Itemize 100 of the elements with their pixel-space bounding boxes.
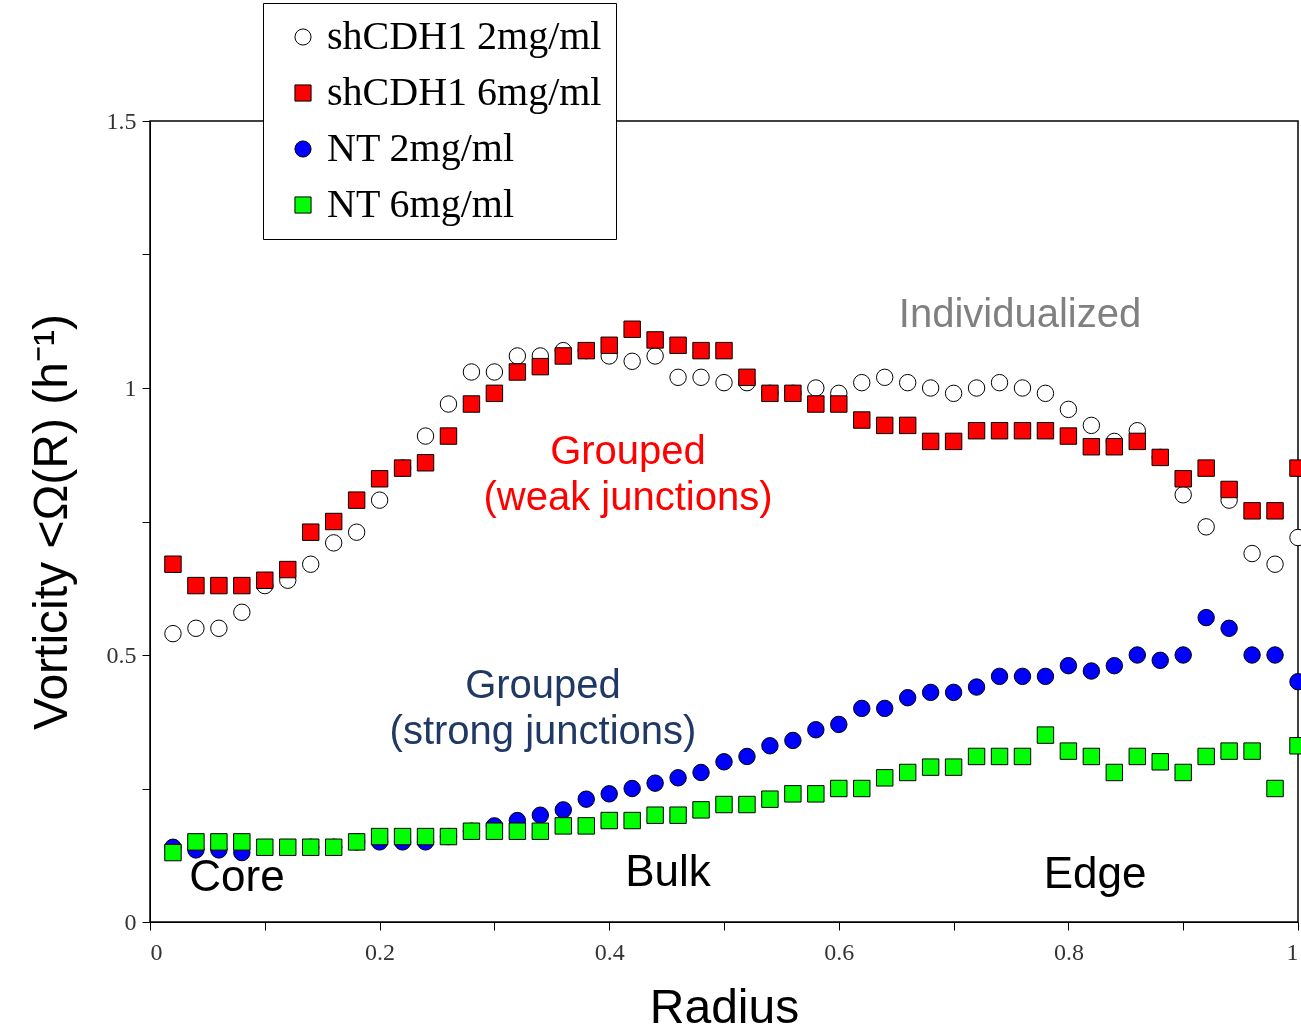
legend-label: NT 6mg/ml bbox=[327, 181, 515, 226]
point bbox=[669, 769, 687, 787]
point bbox=[738, 747, 756, 766]
point bbox=[876, 416, 894, 435]
point bbox=[416, 427, 435, 445]
point bbox=[1266, 555, 1284, 573]
point bbox=[416, 827, 435, 846]
point bbox=[898, 416, 917, 435]
point bbox=[807, 785, 825, 803]
x-tick-label: 0.2 bbox=[365, 938, 396, 965]
point bbox=[1059, 427, 1078, 445]
point bbox=[853, 411, 871, 429]
point bbox=[967, 422, 986, 440]
point bbox=[187, 833, 205, 851]
point bbox=[1243, 502, 1261, 520]
point bbox=[876, 699, 894, 718]
point bbox=[853, 373, 871, 392]
x-tick-label: 0.4 bbox=[594, 938, 625, 965]
point bbox=[210, 576, 228, 595]
point bbox=[990, 747, 1009, 766]
x-axis-title: Radius bbox=[649, 979, 800, 1033]
point bbox=[967, 379, 986, 397]
point bbox=[1082, 438, 1101, 456]
point bbox=[164, 843, 182, 862]
point bbox=[1174, 470, 1192, 488]
annotation: Grouped (weak junctions) bbox=[483, 428, 773, 518]
point bbox=[1036, 384, 1055, 403]
point bbox=[692, 763, 710, 782]
annotation: Edge bbox=[1043, 848, 1147, 897]
point bbox=[715, 795, 733, 814]
point bbox=[1151, 753, 1169, 771]
point bbox=[439, 427, 458, 445]
point bbox=[715, 341, 733, 360]
point bbox=[324, 512, 343, 531]
point bbox=[1174, 486, 1192, 504]
point bbox=[485, 384, 504, 403]
y-tick-label: 0.5 bbox=[106, 641, 137, 668]
point bbox=[462, 395, 481, 413]
point bbox=[1059, 742, 1078, 760]
point bbox=[1266, 502, 1284, 520]
point bbox=[1266, 779, 1284, 798]
point bbox=[600, 336, 618, 354]
point bbox=[623, 779, 641, 798]
point bbox=[1059, 400, 1078, 419]
point bbox=[416, 454, 435, 472]
point bbox=[1105, 763, 1124, 782]
point bbox=[347, 491, 366, 509]
point bbox=[967, 678, 986, 696]
point bbox=[531, 806, 550, 824]
point bbox=[738, 368, 756, 387]
point bbox=[990, 422, 1009, 440]
point bbox=[669, 368, 687, 387]
point bbox=[944, 683, 963, 702]
point bbox=[807, 379, 825, 397]
point bbox=[233, 833, 251, 851]
point bbox=[761, 790, 779, 808]
point bbox=[944, 432, 963, 451]
point bbox=[715, 373, 733, 392]
y-tick-label: 0 bbox=[124, 908, 137, 935]
point bbox=[324, 534, 343, 552]
point bbox=[669, 806, 687, 824]
point bbox=[692, 368, 710, 387]
point bbox=[233, 603, 251, 621]
point bbox=[1266, 646, 1284, 664]
point bbox=[1082, 416, 1101, 435]
point bbox=[898, 763, 917, 782]
point bbox=[187, 576, 205, 595]
point bbox=[1220, 480, 1238, 499]
point bbox=[830, 395, 848, 413]
annotation: Bulk bbox=[625, 846, 712, 895]
point bbox=[347, 523, 366, 541]
point bbox=[784, 731, 802, 750]
y-tick-label: 1 bbox=[124, 374, 137, 401]
point bbox=[1220, 619, 1238, 637]
point bbox=[393, 827, 412, 846]
x-tick-label: 0 bbox=[150, 938, 163, 965]
point bbox=[807, 721, 825, 739]
point bbox=[876, 368, 894, 387]
annotation: Grouped (strong junctions) bbox=[389, 662, 697, 752]
y-axis-title: Vorticity <Ω(R) (h⁻¹) bbox=[23, 314, 77, 730]
point bbox=[370, 491, 389, 509]
point bbox=[508, 347, 527, 365]
y-tick-label: 1.5 bbox=[106, 107, 137, 134]
point bbox=[1128, 747, 1146, 766]
point bbox=[554, 817, 572, 835]
point bbox=[1151, 651, 1169, 670]
point bbox=[1013, 747, 1032, 766]
point bbox=[990, 667, 1009, 686]
legend-label: shCDH1 2mg/ml bbox=[327, 13, 602, 58]
point bbox=[1174, 646, 1192, 664]
point bbox=[164, 555, 182, 573]
point bbox=[508, 822, 527, 840]
point bbox=[462, 363, 481, 381]
point bbox=[921, 683, 940, 702]
point bbox=[256, 838, 274, 856]
point bbox=[600, 785, 618, 803]
point bbox=[164, 624, 182, 643]
point bbox=[623, 320, 641, 338]
point bbox=[1128, 646, 1146, 664]
point bbox=[715, 753, 733, 771]
